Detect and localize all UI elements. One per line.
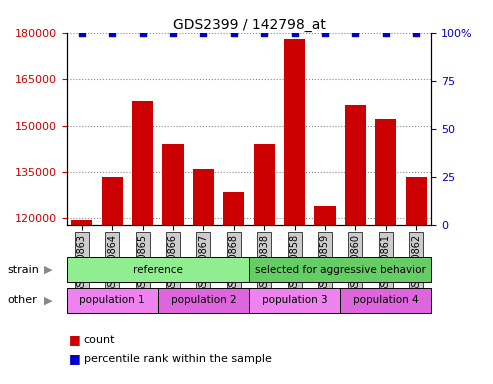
Bar	[67, 257, 249, 282]
Point	[108, 30, 116, 36]
Point	[412, 30, 420, 36]
Bar	[284, 39, 305, 384]
Text: population 4: population 4	[353, 295, 419, 306]
Bar	[315, 206, 336, 384]
Title: GDS2399 / 142798_at: GDS2399 / 142798_at	[173, 18, 325, 31]
Point	[291, 30, 299, 36]
Bar	[249, 288, 340, 313]
Text: percentile rank within the sample: percentile rank within the sample	[84, 354, 272, 364]
Point	[260, 30, 268, 36]
Text: strain: strain	[7, 265, 39, 275]
Bar	[249, 257, 431, 282]
Text: other: other	[7, 295, 37, 306]
Bar	[253, 144, 275, 384]
Bar	[345, 106, 366, 384]
Bar	[340, 288, 431, 313]
Bar	[162, 144, 183, 384]
Bar	[223, 192, 245, 384]
Point	[199, 30, 208, 36]
Point	[139, 30, 146, 36]
Text: selected for aggressive behavior: selected for aggressive behavior	[255, 265, 425, 275]
Bar	[71, 220, 92, 384]
Bar	[67, 288, 158, 313]
Point	[321, 30, 329, 36]
Point	[382, 30, 389, 36]
Point	[352, 30, 359, 36]
Point	[169, 30, 177, 36]
Bar	[193, 169, 214, 384]
Text: population 3: population 3	[262, 295, 327, 306]
Text: population 1: population 1	[79, 295, 145, 306]
Bar	[158, 288, 249, 313]
Point	[78, 30, 86, 36]
Bar	[102, 177, 123, 384]
Text: ▶: ▶	[44, 265, 53, 275]
Text: ■: ■	[69, 353, 81, 366]
Text: ■: ■	[69, 333, 81, 346]
Text: count: count	[84, 335, 115, 345]
Text: reference: reference	[133, 265, 183, 275]
Bar	[132, 101, 153, 384]
Bar	[375, 119, 396, 384]
Point	[230, 30, 238, 36]
Text: population 2: population 2	[171, 295, 236, 306]
Text: ▶: ▶	[44, 295, 53, 306]
Bar	[406, 177, 427, 384]
